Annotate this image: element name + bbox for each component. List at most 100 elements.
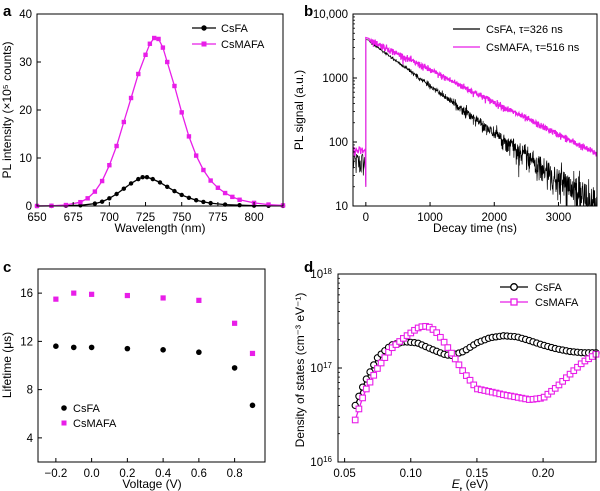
- legend-marker-csmafa-lifetime: [61, 420, 67, 426]
- data-point-csmafa-dos: [366, 378, 374, 386]
- data-point-csmafa: [114, 143, 119, 149]
- panel-a-x-tick-label: 725: [136, 212, 155, 224]
- data-point-csmafa: [143, 52, 148, 57]
- data-point-csmafa-dos: [566, 370, 574, 378]
- panel-a-y-axis-title: PL intensity (×10⁵ counts): [0, 42, 14, 179]
- data-point-csmafa-dos: [451, 355, 459, 363]
- data-point-csfa: [179, 192, 184, 198]
- data-point-csmafa: [186, 134, 192, 139]
- data-point-csmafa-dos: [377, 359, 385, 367]
- legend-label-csmafa-decay: CsMAFA, τ=516 ns: [486, 42, 580, 54]
- panel-d-y-tick-exponent: 18: [323, 267, 332, 276]
- data-point-csmafa-dos: [466, 376, 474, 384]
- panel-c-x-tick-label: 0.0: [84, 468, 100, 480]
- panel-d-y-tick-mantissa: 10: [310, 363, 323, 375]
- panel-d-legend: CsFA CsMAFA: [500, 282, 579, 309]
- legend-marker-csfa-lifetime: [61, 405, 67, 411]
- panel-a-pl-spectra: 650 675 700 725 750 775 800 0 10 20 30 40 Wavelengt…: [0, 9, 286, 235]
- data-point-csmafa: [201, 167, 206, 173]
- data-point-csmafa: [222, 190, 228, 196]
- data-point-csmafa: [147, 41, 153, 46]
- data-point-csmafa-dos: [459, 367, 466, 374]
- legend-label-csfa-decay: CsFA, τ=326 ns: [486, 24, 563, 36]
- legend-label-csmafa-lifetime: CsMAFA: [73, 418, 117, 430]
- panel-letter-b: b: [304, 3, 313, 20]
- legend-label-csmafa-dos: CsMAFA: [535, 297, 579, 309]
- data-point-csmafa-dos: [555, 381, 563, 389]
- data-point-csmafa-lifetime: [71, 290, 77, 296]
- data-point-csfa-lifetime: [249, 402, 256, 409]
- panel-b-plot-frame: [352, 13, 598, 207]
- panel-c-plot-frame: [37, 268, 266, 463]
- panel-b-data-marks: [352, 36, 598, 208]
- data-point-csmafa-dos: [362, 385, 370, 393]
- data-point-csmafa: [208, 178, 213, 183]
- panel-d-x-axis-unit: (eV): [462, 477, 488, 491]
- data-point-csmafa-dos: [440, 338, 448, 346]
- panel-c-x-tick-label: −0.2: [45, 468, 68, 480]
- panel-c-y-tick-label: 16: [20, 288, 33, 300]
- data-point-csmafa-dos: [570, 367, 578, 375]
- series-trace-csfa: [352, 39, 598, 208]
- data-point-csmafa-lifetime: [53, 296, 59, 302]
- panel-d-x-tick-label: 0.05: [333, 468, 355, 480]
- data-point-csfa-lifetime: [160, 347, 166, 353]
- data-point-csfa: [140, 175, 145, 180]
- data-point-csmafa: [92, 189, 98, 194]
- panel-d-x-axis-title: Et (eV): [452, 477, 489, 491]
- panel-c-y-axis-title: Lifetime (μs): [0, 332, 14, 398]
- panel-d-x-tick-label: 0.10: [400, 468, 422, 480]
- data-point-csmafa-dos: [563, 374, 570, 382]
- panel-letter-c: c: [3, 259, 11, 276]
- data-point-csfa-lifetime: [196, 349, 202, 356]
- data-point-csfa: [144, 175, 150, 180]
- data-point-csmafa-dos: [574, 363, 581, 371]
- panel-a-x-tick-label: 775: [208, 212, 227, 224]
- panel-d-y-tick-label: 1017: [310, 361, 332, 376]
- data-point-csfa-lifetime: [53, 343, 59, 350]
- data-point-csfa: [165, 184, 170, 189]
- data-point-csfa: [172, 188, 177, 194]
- data-point-csmafa-dos: [359, 394, 366, 402]
- panel-a-ticks: 650 675 700 725 750 775 800 0 10 20 30 40: [19, 9, 263, 224]
- data-point-csmafa: [172, 83, 177, 89]
- panel-a-y-tick-label: 30: [19, 57, 32, 69]
- data-point-csmafa-lifetime: [124, 292, 130, 299]
- panel-b-x-tick-label: 1000: [417, 212, 443, 224]
- panel-d-y-tick-label: 1018: [310, 267, 332, 282]
- data-point-csmafa-lifetime: [196, 297, 202, 303]
- data-point-csfa: [193, 198, 199, 203]
- panel-b-ticks: 0 1000 2000 3000 10 100 1000 10,000: [313, 9, 571, 224]
- panel-d-y-tick-mantissa: 10: [310, 457, 323, 469]
- panel-a-y-tick-label: 40: [19, 9, 32, 21]
- data-point-csmafa-dos: [559, 377, 567, 385]
- legend-marker-csmafa: [201, 41, 207, 47]
- panel-b-legend: CsFA, τ=326 ns CsMAFA, τ=516 ns: [453, 24, 580, 54]
- data-point-csmafa-dos: [385, 348, 392, 356]
- panel-letter-d: d: [304, 259, 313, 276]
- data-point-csmafa: [179, 110, 184, 115]
- data-point-csmafa-dos: [355, 405, 363, 413]
- panel-a-x-tick-label: 650: [27, 212, 46, 224]
- panel-a-y-tick-label: 20: [19, 105, 32, 117]
- data-point-csmafa-lifetime: [89, 291, 95, 297]
- panel-c-y-tick-label: 8: [27, 385, 33, 397]
- data-point-csfa: [114, 191, 119, 197]
- panel-d-y-axis-title: Density of states (cm⁻³ eV⁻¹): [293, 293, 307, 448]
- panel-b-y-tick-label: 10: [335, 201, 348, 213]
- panel-d-x-tick-label: 0.15: [466, 468, 488, 480]
- data-point-csmafa-lifetime: [249, 350, 256, 357]
- data-point-csmafa-dos: [470, 381, 478, 389]
- panel-a-legend: CsFA CsMAFA: [192, 23, 265, 51]
- panel-a-x-tick-label: 700: [100, 212, 119, 224]
- panel-c-y-tick-label: 12: [20, 336, 33, 348]
- panel-b-y-tick-label: 100: [329, 137, 348, 149]
- data-point-csmafa: [165, 59, 170, 65]
- panel-a-y-tick-label: 0: [26, 201, 32, 213]
- panel-d-x-axis-subscript: t: [460, 485, 463, 491]
- data-point-csmafa: [107, 163, 112, 168]
- panel-a-x-tick-label: 675: [64, 212, 83, 224]
- panel-b-x-tick-label: 0: [363, 212, 369, 224]
- data-point-csfa: [201, 199, 206, 205]
